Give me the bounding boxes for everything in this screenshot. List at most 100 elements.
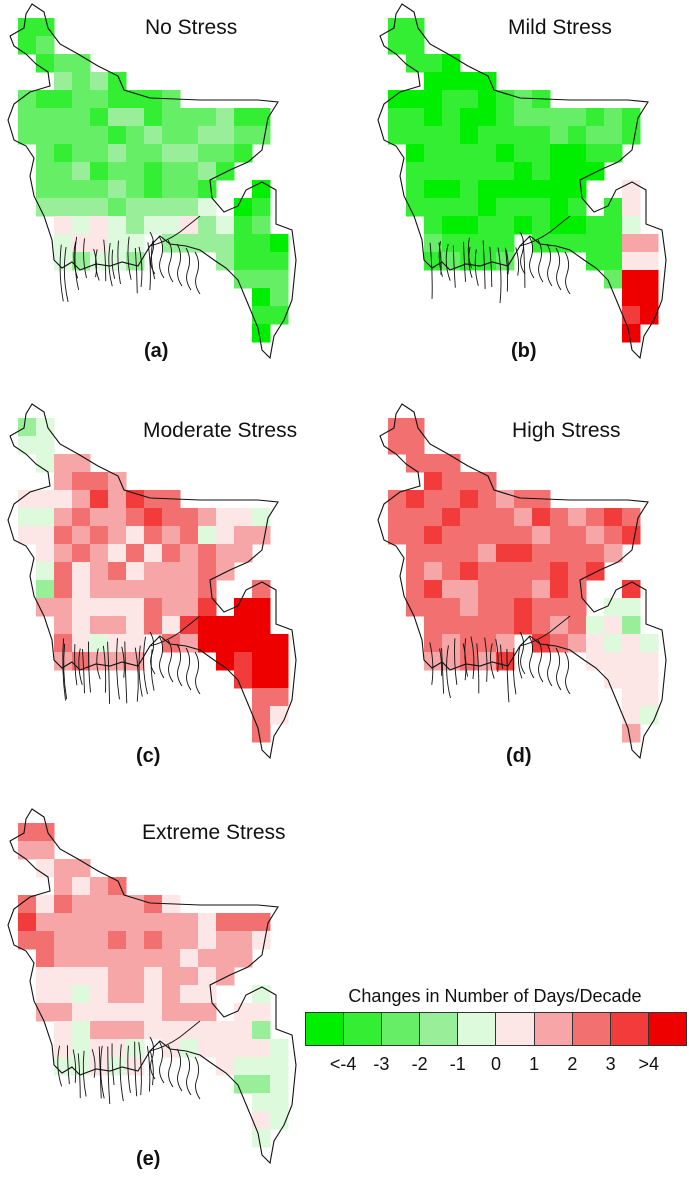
map-panel-moderate-stress: Moderate Stress (c) — [0, 400, 300, 775]
grid-cell — [442, 90, 461, 109]
grid-cell — [460, 126, 479, 145]
river-line — [484, 637, 488, 682]
grid-cell — [72, 859, 91, 878]
grid-cell — [424, 634, 443, 653]
river-line — [167, 1044, 174, 1088]
grid-cell — [72, 634, 91, 653]
grid-cell — [180, 544, 199, 563]
river-line — [98, 1046, 102, 1099]
grid-cell — [234, 508, 253, 527]
grid-cell — [252, 234, 271, 253]
grid-cell — [90, 985, 109, 1004]
grid-cell — [54, 949, 73, 968]
grid-cell — [144, 913, 163, 932]
grid-cell — [478, 90, 497, 109]
legend-tick-label: -3 — [373, 1054, 390, 1074]
river-line — [121, 646, 125, 678]
grid-cell — [604, 270, 623, 289]
grid-cell — [532, 616, 551, 635]
grid-cell — [234, 1057, 253, 1076]
grid-cell — [550, 234, 569, 253]
grid-cell — [640, 652, 659, 671]
grid-cell — [388, 526, 407, 545]
river-line — [143, 636, 148, 695]
grid-cell — [36, 967, 55, 986]
grid-cell — [622, 670, 641, 689]
grid-cell — [36, 436, 55, 455]
grid-cell — [18, 418, 37, 437]
grid-cell — [406, 418, 425, 437]
grid-cell — [162, 526, 181, 545]
grid-cell — [550, 126, 569, 145]
river-line — [147, 1046, 151, 1092]
grid-cell — [252, 670, 271, 689]
grid-cell — [424, 108, 443, 127]
grid-cell — [36, 985, 55, 1004]
grid-cell — [108, 526, 127, 545]
grid-cell — [54, 472, 73, 491]
grid-cell — [406, 454, 425, 473]
river-line — [519, 631, 526, 675]
grid-cell — [604, 598, 623, 617]
grid-cell — [108, 198, 127, 217]
grid-cell — [234, 634, 253, 653]
grid-cell — [198, 108, 217, 127]
grid-cell — [496, 526, 515, 545]
grid-cell — [442, 252, 461, 271]
grid-cell — [126, 598, 145, 617]
grid-cell — [162, 144, 181, 163]
grid-cell — [72, 544, 91, 563]
grid-cell — [108, 144, 127, 163]
river-line — [134, 1041, 138, 1097]
grid-cell — [478, 580, 497, 599]
grid-cell — [144, 108, 163, 127]
grid-cell — [270, 1075, 289, 1094]
grid-cell — [54, 72, 73, 91]
grid-cell — [252, 306, 271, 325]
grid-cell — [162, 616, 181, 635]
grid-cell — [72, 490, 91, 509]
grid-cell — [604, 508, 623, 527]
legend-swatch — [572, 1013, 611, 1045]
grid-cell — [640, 234, 659, 253]
grid-cell — [216, 234, 235, 253]
grid-cell — [72, 598, 91, 617]
grid-cell — [126, 108, 145, 127]
grid-cell — [460, 198, 479, 217]
river-line — [100, 1045, 105, 1099]
river-line — [464, 638, 469, 677]
grid-cell — [54, 859, 73, 878]
river-channels — [429, 615, 571, 703]
grid-cell — [198, 544, 217, 563]
grid-cell — [36, 1003, 55, 1022]
grid-cell — [532, 580, 551, 599]
grid-cell — [586, 234, 605, 253]
grid-cell — [180, 580, 199, 599]
grid-cell — [198, 562, 217, 581]
grid-cell — [180, 1003, 199, 1022]
grid-cell — [514, 598, 533, 617]
river-line — [63, 246, 69, 302]
grid-cell — [496, 90, 515, 109]
grid-cell — [126, 180, 145, 199]
grid-cell — [550, 144, 569, 163]
grid-cell — [180, 162, 199, 181]
grid-cell — [252, 108, 271, 127]
grid-cell — [36, 598, 55, 617]
grid-cell — [234, 1075, 253, 1094]
grid-cell — [54, 108, 73, 127]
grid-cell — [162, 931, 181, 950]
grid-cell — [108, 1039, 127, 1058]
grid-cell — [496, 544, 515, 563]
river-line — [150, 649, 155, 691]
grid-cell — [568, 580, 587, 599]
grid-cell — [270, 270, 289, 289]
grid-cells — [388, 18, 659, 343]
river-line — [57, 1045, 63, 1087]
river-line — [72, 1049, 77, 1083]
grid-cell — [406, 198, 425, 217]
grid-cell — [568, 234, 587, 253]
grid-cell — [604, 108, 623, 127]
grid-cell — [460, 234, 479, 253]
grid-cell — [252, 688, 271, 707]
